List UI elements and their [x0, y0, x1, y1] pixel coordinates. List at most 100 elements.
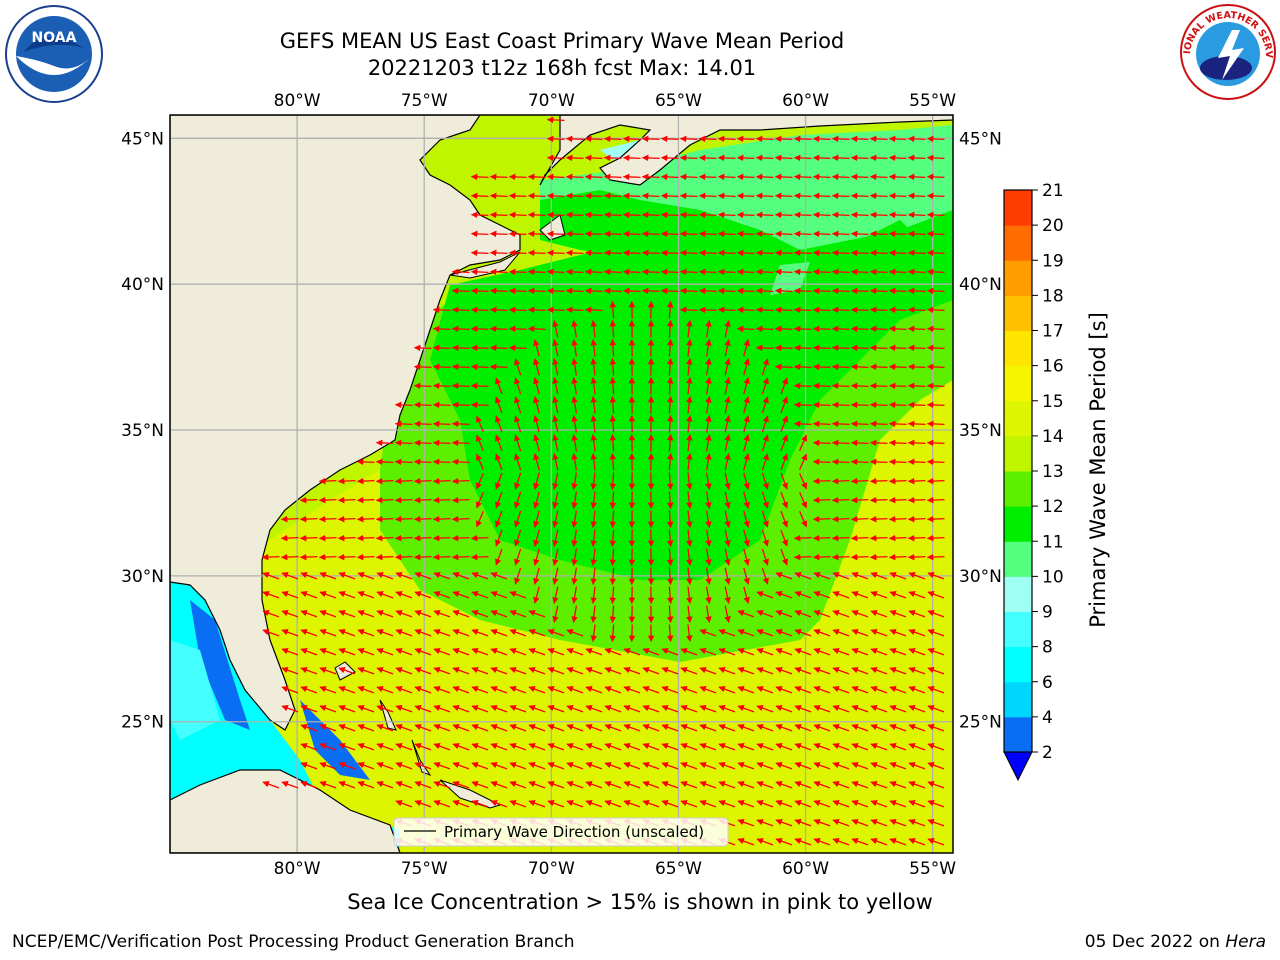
wave-arrow [908, 819, 926, 827]
wave-arrow [571, 548, 578, 567]
wave-arrow [850, 401, 869, 409]
wave-arrow [413, 401, 432, 409]
wave-arrow [926, 553, 945, 561]
wave-arrow [641, 287, 660, 295]
wave-arrow [546, 116, 565, 124]
wave-arrow [761, 415, 769, 433]
wave-arrow [831, 458, 850, 466]
wave-arrow [686, 319, 693, 338]
wave-arrow [546, 154, 565, 162]
wave-arrow [888, 382, 907, 390]
wave-arrow [907, 230, 926, 238]
wave-arrow [552, 529, 559, 547]
wave-arrow [666, 319, 674, 338]
wave-arrow [590, 338, 597, 357]
wave-arrow [451, 458, 470, 466]
wave-arrow [376, 781, 394, 789]
wave-arrow [831, 154, 850, 162]
wave-arrow [743, 529, 750, 547]
wave-arrow [319, 686, 337, 694]
wave-arrow [489, 173, 508, 181]
wave-arrow [528, 781, 546, 789]
wave-arrow [489, 287, 508, 295]
wave-arrow [281, 648, 299, 656]
wave-arrow [813, 819, 831, 827]
wave-arrow [395, 648, 413, 656]
wave-arrow [908, 800, 926, 808]
wave-arrow [686, 395, 693, 414]
colorbar-tick-label: 8 [1042, 638, 1053, 658]
wave-arrow [743, 586, 750, 604]
wave-arrow [737, 610, 755, 618]
wave-arrow [724, 358, 731, 376]
wave-arrow [452, 686, 470, 694]
wave-arrow [755, 192, 774, 200]
wave-arrow [851, 819, 869, 827]
colorbar-tick-label: 9 [1042, 603, 1053, 623]
wave-arrow [832, 800, 850, 808]
wave-arrow [908, 705, 926, 713]
wave-arrow [609, 605, 617, 624]
wave-arrow [680, 686, 698, 694]
wave-arrow [590, 529, 597, 548]
wave-arrow [489, 344, 508, 352]
wave-arrow [755, 287, 774, 295]
wave-arrow [395, 667, 413, 675]
wave-arrow [774, 325, 793, 333]
wave-arrow [471, 724, 489, 732]
colorbar-segment [1004, 435, 1032, 472]
wave-arrow [705, 567, 712, 586]
wave-arrow [471, 686, 489, 694]
wave-arrow [794, 705, 812, 713]
colorbar-tick-label: 13 [1042, 462, 1064, 482]
wave-arrow [623, 800, 641, 808]
wave-arrow [793, 230, 812, 238]
wave-arrow [793, 249, 812, 257]
wave-arrow [812, 553, 831, 561]
wave-arrow [508, 325, 527, 333]
wave-arrow [724, 377, 731, 395]
wave-arrow [590, 624, 597, 643]
wave-arrow [528, 667, 546, 675]
wave-arrow [869, 287, 888, 295]
wave-arrow [850, 363, 869, 371]
wave-arrow [300, 648, 318, 656]
wave-arrow [584, 173, 603, 181]
wave-arrow [471, 743, 489, 751]
wave-arrow [699, 781, 717, 789]
colorbar-tick-label: 18 [1042, 286, 1064, 306]
wave-arrow [851, 610, 869, 618]
wave-arrow [679, 306, 698, 314]
wave-arrow [623, 781, 641, 789]
wave-arrow [889, 705, 907, 713]
wave-arrow [590, 567, 597, 586]
wave-arrow [793, 135, 812, 143]
wave-arrow [927, 591, 945, 599]
wave-arrow [433, 591, 451, 599]
wave-arrow [666, 586, 674, 605]
map-area [170, 115, 953, 853]
wave-arrow [718, 705, 736, 713]
wave-arrow [623, 705, 641, 713]
wave-arrow [926, 344, 945, 352]
wave-arrow [660, 135, 679, 143]
wave-arrow [584, 135, 603, 143]
wave-arrow [495, 548, 503, 566]
wave-arrow [869, 173, 888, 181]
wave-arrow [590, 376, 597, 395]
wave-arrow [470, 401, 489, 409]
wave-arrow [489, 249, 508, 257]
wave-arrow [433, 572, 451, 580]
wave-arrow [718, 800, 736, 808]
wave-arrow [376, 648, 394, 656]
wave-arrow [775, 667, 793, 675]
wave-arrow [571, 376, 578, 395]
wave-arrow [927, 819, 945, 827]
wave-arrow [660, 268, 679, 276]
wave-arrow [888, 135, 907, 143]
wave-arrow [686, 472, 693, 491]
wave-arrow [793, 173, 812, 181]
wave-arrow [547, 686, 565, 694]
wave-arrow [850, 553, 869, 561]
wave-arrow [300, 629, 318, 637]
